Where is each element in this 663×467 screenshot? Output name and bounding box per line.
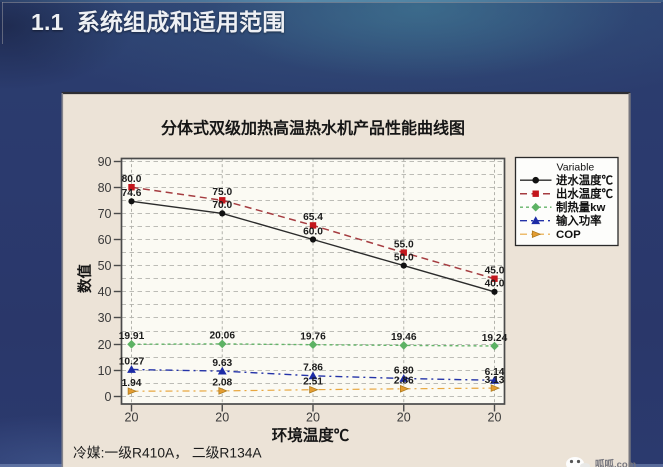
svg-text:50: 50 <box>98 259 112 273</box>
svg-text:1.94: 1.94 <box>122 378 142 389</box>
svg-text:COP: COP <box>556 229 581 241</box>
svg-text:呱呱.com: 呱呱.com <box>595 459 636 467</box>
svg-text:2.51: 2.51 <box>303 377 323 388</box>
svg-text:20: 20 <box>98 338 112 352</box>
svg-text:制热量kw: 制热量kw <box>556 200 606 214</box>
svg-text:50.0: 50.0 <box>394 252 414 263</box>
svg-text:Variable: Variable <box>557 161 595 173</box>
svg-text:20: 20 <box>397 411 411 425</box>
svg-text:20: 20 <box>215 411 229 425</box>
svg-text:环境温度℃: 环境温度℃ <box>272 426 350 445</box>
svg-text:10: 10 <box>98 364 112 378</box>
svg-text:19.24: 19.24 <box>482 333 508 344</box>
svg-text:9.63: 9.63 <box>212 358 232 369</box>
svg-text:19.46: 19.46 <box>391 332 417 343</box>
svg-text:20.06: 20.06 <box>210 331 236 342</box>
svg-text:7.86: 7.86 <box>303 363 323 374</box>
svg-text:45.0: 45.0 <box>485 266 505 277</box>
svg-text:20: 20 <box>125 411 139 425</box>
svg-text:19.91: 19.91 <box>119 331 145 342</box>
svg-text:60: 60 <box>98 233 112 247</box>
svg-text:55.0: 55.0 <box>394 239 414 250</box>
svg-text:80: 80 <box>98 181 112 195</box>
svg-text:75.0: 75.0 <box>212 187 232 198</box>
svg-text:40: 40 <box>98 285 112 299</box>
svg-text:70.0: 70.0 <box>212 200 232 211</box>
svg-text:40.0: 40.0 <box>485 279 505 290</box>
svg-text:0: 0 <box>105 390 112 404</box>
svg-text:出水温度℃: 出水温度℃ <box>556 187 614 201</box>
svg-text:19.76: 19.76 <box>300 332 326 343</box>
svg-text:进水温度℃: 进水温度℃ <box>556 173 614 187</box>
svg-text:2.86: 2.86 <box>394 376 414 387</box>
svg-text:10.27: 10.27 <box>119 356 145 367</box>
svg-text:20: 20 <box>488 411 502 425</box>
svg-text:74.6: 74.6 <box>122 188 142 199</box>
svg-text:90: 90 <box>98 155 112 169</box>
svg-text:2.08: 2.08 <box>212 378 232 389</box>
svg-text:20: 20 <box>306 411 320 425</box>
svg-text:冷媒:一级R410A， 二级R134A: 冷媒:一级R410A， 二级R134A <box>73 446 262 461</box>
svg-text:输入功率: 输入功率 <box>556 214 602 228</box>
svg-text:数值: 数值 <box>76 264 94 293</box>
svg-text:分体式双级加热高温热水机产品性能曲线图: 分体式双级加热高温热水机产品性能曲线图 <box>161 119 465 138</box>
svg-text:6.14: 6.14 <box>485 367 505 378</box>
svg-text:30: 30 <box>98 311 112 325</box>
svg-text:6.80: 6.80 <box>394 365 414 376</box>
svg-text:65.4: 65.4 <box>303 212 323 223</box>
svg-text:60.0: 60.0 <box>303 226 323 237</box>
svg-text:70: 70 <box>98 207 112 221</box>
svg-text:80.0: 80.0 <box>122 174 142 185</box>
svg-text:3.13: 3.13 <box>485 375 505 386</box>
